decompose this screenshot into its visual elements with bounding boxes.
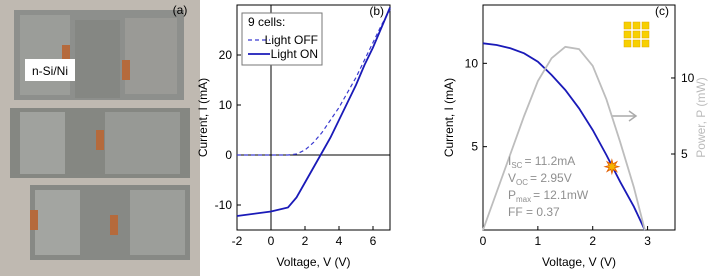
contact — [122, 60, 130, 80]
axis-arrow — [612, 110, 638, 122]
annotation: Pmax = 12.1mW — [508, 188, 589, 204]
chart: 0 1 2 3 5 10 5 10 Voltage, V (V) Current, I (mA) P… — [442, 4, 708, 269]
y-tick-label: -10 — [215, 198, 233, 212]
legend-box — [241, 12, 323, 66]
series-line — [237, 9, 391, 156]
annotation: VOC = 2.95V — [508, 171, 572, 187]
chart: -2 0 2 4 6 -10 0 10 20 Voltage, V (V) Current, I (… — [196, 4, 391, 269]
contact — [30, 210, 38, 230]
x-axis-label: Voltage, V (V) — [276, 255, 350, 269]
y-tick-label: 0 — [225, 148, 232, 162]
cell — [20, 112, 65, 174]
legend-label: Light OFF — [265, 33, 318, 47]
photo-label: n-Si/Ni — [32, 64, 68, 78]
contact — [96, 130, 104, 150]
panel-label: (b) — [369, 4, 384, 18]
annotation: ISC = 11.2mA — [508, 154, 575, 170]
y-tick-label: 5 — [471, 140, 478, 154]
y2-tick-label: 5 — [681, 147, 688, 161]
annotation-subscript: max — [516, 195, 531, 204]
cell — [35, 190, 80, 255]
y2-tick-label: 10 — [681, 71, 695, 85]
y-tick-label: 10 — [219, 98, 233, 112]
x-axis-label: Voltage, V (V) — [542, 255, 616, 269]
x-tick-label: 3 — [644, 234, 651, 248]
x-tick-label: 2 — [302, 234, 309, 248]
y2-axis-label: Power, P (mW) — [694, 77, 708, 157]
x-tick-label: 0 — [268, 234, 275, 248]
annotation-text: = 12.1mW — [533, 188, 589, 202]
cell — [105, 112, 180, 174]
annotation-symbol: P — [508, 188, 516, 202]
annotation-symbol: FF = 0.37 — [508, 205, 560, 219]
y-tick-label: 10 — [465, 56, 479, 70]
series-line — [482, 45, 646, 231]
annotation: FF = 0.37 — [508, 205, 560, 219]
panel-label: (a) — [173, 3, 188, 17]
marker — [603, 158, 621, 176]
cell-icon — [623, 21, 650, 48]
annotation-subscript: OC — [516, 178, 528, 187]
series-line — [482, 42, 646, 231]
x-tick-label: 0 — [480, 234, 487, 248]
x-tick-label: 6 — [370, 234, 377, 248]
annotation-subscript: SC — [511, 161, 522, 170]
annotation-text: = 11.2mA — [524, 154, 575, 168]
photo-label-box — [25, 59, 75, 81]
annotation-symbol: I — [508, 154, 511, 168]
photo: n-Si/Ni (a) — [0, 0, 200, 276]
x-tick-label: 4 — [336, 234, 343, 248]
annotation-text: = 2.95V — [530, 171, 572, 185]
series-line — [236, 7, 391, 217]
x-tick-label: -2 — [232, 234, 243, 248]
y-axis-label: Current, I (mA) — [442, 78, 456, 157]
x-tick-label: 1 — [535, 234, 542, 248]
plot-frame — [236, 4, 391, 231]
cell — [130, 190, 185, 255]
legend-title: 9 cells: — [248, 15, 285, 29]
contact — [110, 215, 118, 235]
cell — [75, 20, 120, 98]
y-axis-label: Current, I (mA) — [196, 78, 210, 157]
contact — [62, 45, 70, 65]
y-tick-label: 20 — [219, 48, 233, 62]
plot-frame — [482, 4, 676, 231]
x-tick-label: 2 — [589, 234, 596, 248]
annotation-symbol: V — [508, 171, 516, 185]
cell — [125, 18, 177, 94]
legend-label: Light ON — [271, 47, 318, 61]
cell — [20, 15, 70, 95]
panel-label: (c) — [655, 4, 669, 18]
